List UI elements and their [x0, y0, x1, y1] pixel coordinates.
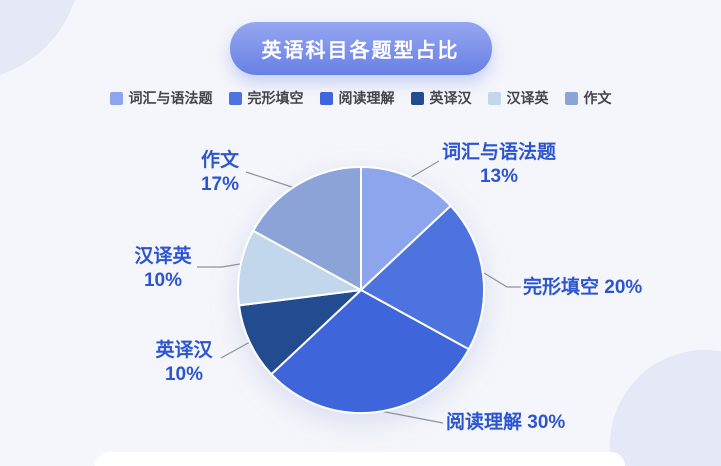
legend-swatch: [564, 91, 578, 105]
legend-label: 英译汉: [429, 90, 472, 106]
legend-swatch: [487, 91, 501, 105]
slice-label-value: 17%: [200, 173, 240, 195]
leader-line: [220, 341, 251, 359]
legend-label: 词汇与语法题: [128, 90, 213, 106]
legend-item-vocab: 词汇与语法题: [109, 88, 213, 108]
leader-line: [409, 160, 440, 179]
pie-slice-4: [238, 289, 362, 376]
pie-slice-2: [360, 204, 486, 351]
slice-label-value: 10%: [143, 269, 183, 291]
slice-label-vocab: 词汇与语法题 13%: [418, 141, 580, 189]
legend-item-essay: 作文: [564, 88, 612, 108]
legend-swatch: [319, 91, 333, 105]
slice-label-name: 完形填空 20%: [523, 277, 643, 298]
slice-label-name: 词汇与语法题: [441, 142, 556, 163]
leader-line: [483, 272, 521, 288]
slice-label-name: 作文: [200, 150, 239, 171]
legend-swatch: [228, 91, 242, 105]
pie-slices: [237, 166, 486, 415]
slice-label-name: 汉译英: [134, 246, 192, 267]
leader-line: [245, 171, 296, 189]
legend-label: 作文: [583, 90, 612, 106]
legend-swatch: [109, 91, 123, 105]
pie-slice-1: [360, 166, 452, 291]
legend-swatch: [410, 91, 424, 105]
pie-slice-6: [252, 166, 362, 291]
legend-item-reading: 阅读理解: [319, 88, 395, 108]
pie-slice-5: [237, 229, 362, 307]
leader-lines: [197, 160, 521, 424]
chart-title-badge: 英语科目各题型占比: [229, 22, 492, 75]
legend-label: 汉译英: [506, 90, 549, 106]
pie-slice-3: [270, 289, 470, 415]
legend-label: 阅读理解: [338, 90, 395, 106]
slice-label-name: 阅读理解 30%: [446, 412, 566, 433]
slice-label-value: 10%: [164, 363, 204, 385]
slice-label-essay: 作文 17%: [174, 149, 266, 197]
chart-title: 英语科目各题型占比: [261, 40, 460, 62]
slice-label-en-to-cn: 英译汉 10%: [138, 339, 230, 387]
bottom-card-edge: [95, 452, 625, 466]
legend-item-cloze: 完形填空: [228, 88, 304, 108]
slice-label-reading: 阅读理解 30%: [446, 411, 565, 435]
slice-label-value: 13%: [479, 165, 519, 187]
slice-label-name: 英译汉: [155, 340, 213, 361]
chart-legend: 词汇与语法题 完形填空 阅读理解 英译汉 汉译英 作文: [0, 88, 721, 108]
leader-line: [197, 263, 241, 268]
legend-item-cn-to-en: 汉译英: [487, 88, 549, 108]
slice-label-cloze: 完形填空 20%: [523, 276, 642, 300]
legend-item-en-to-cn: 英译汉: [410, 88, 472, 108]
leader-line: [374, 409, 444, 424]
legend-label: 完形填空: [247, 90, 304, 106]
slice-label-cn-to-en: 汉译英 10%: [117, 245, 209, 293]
